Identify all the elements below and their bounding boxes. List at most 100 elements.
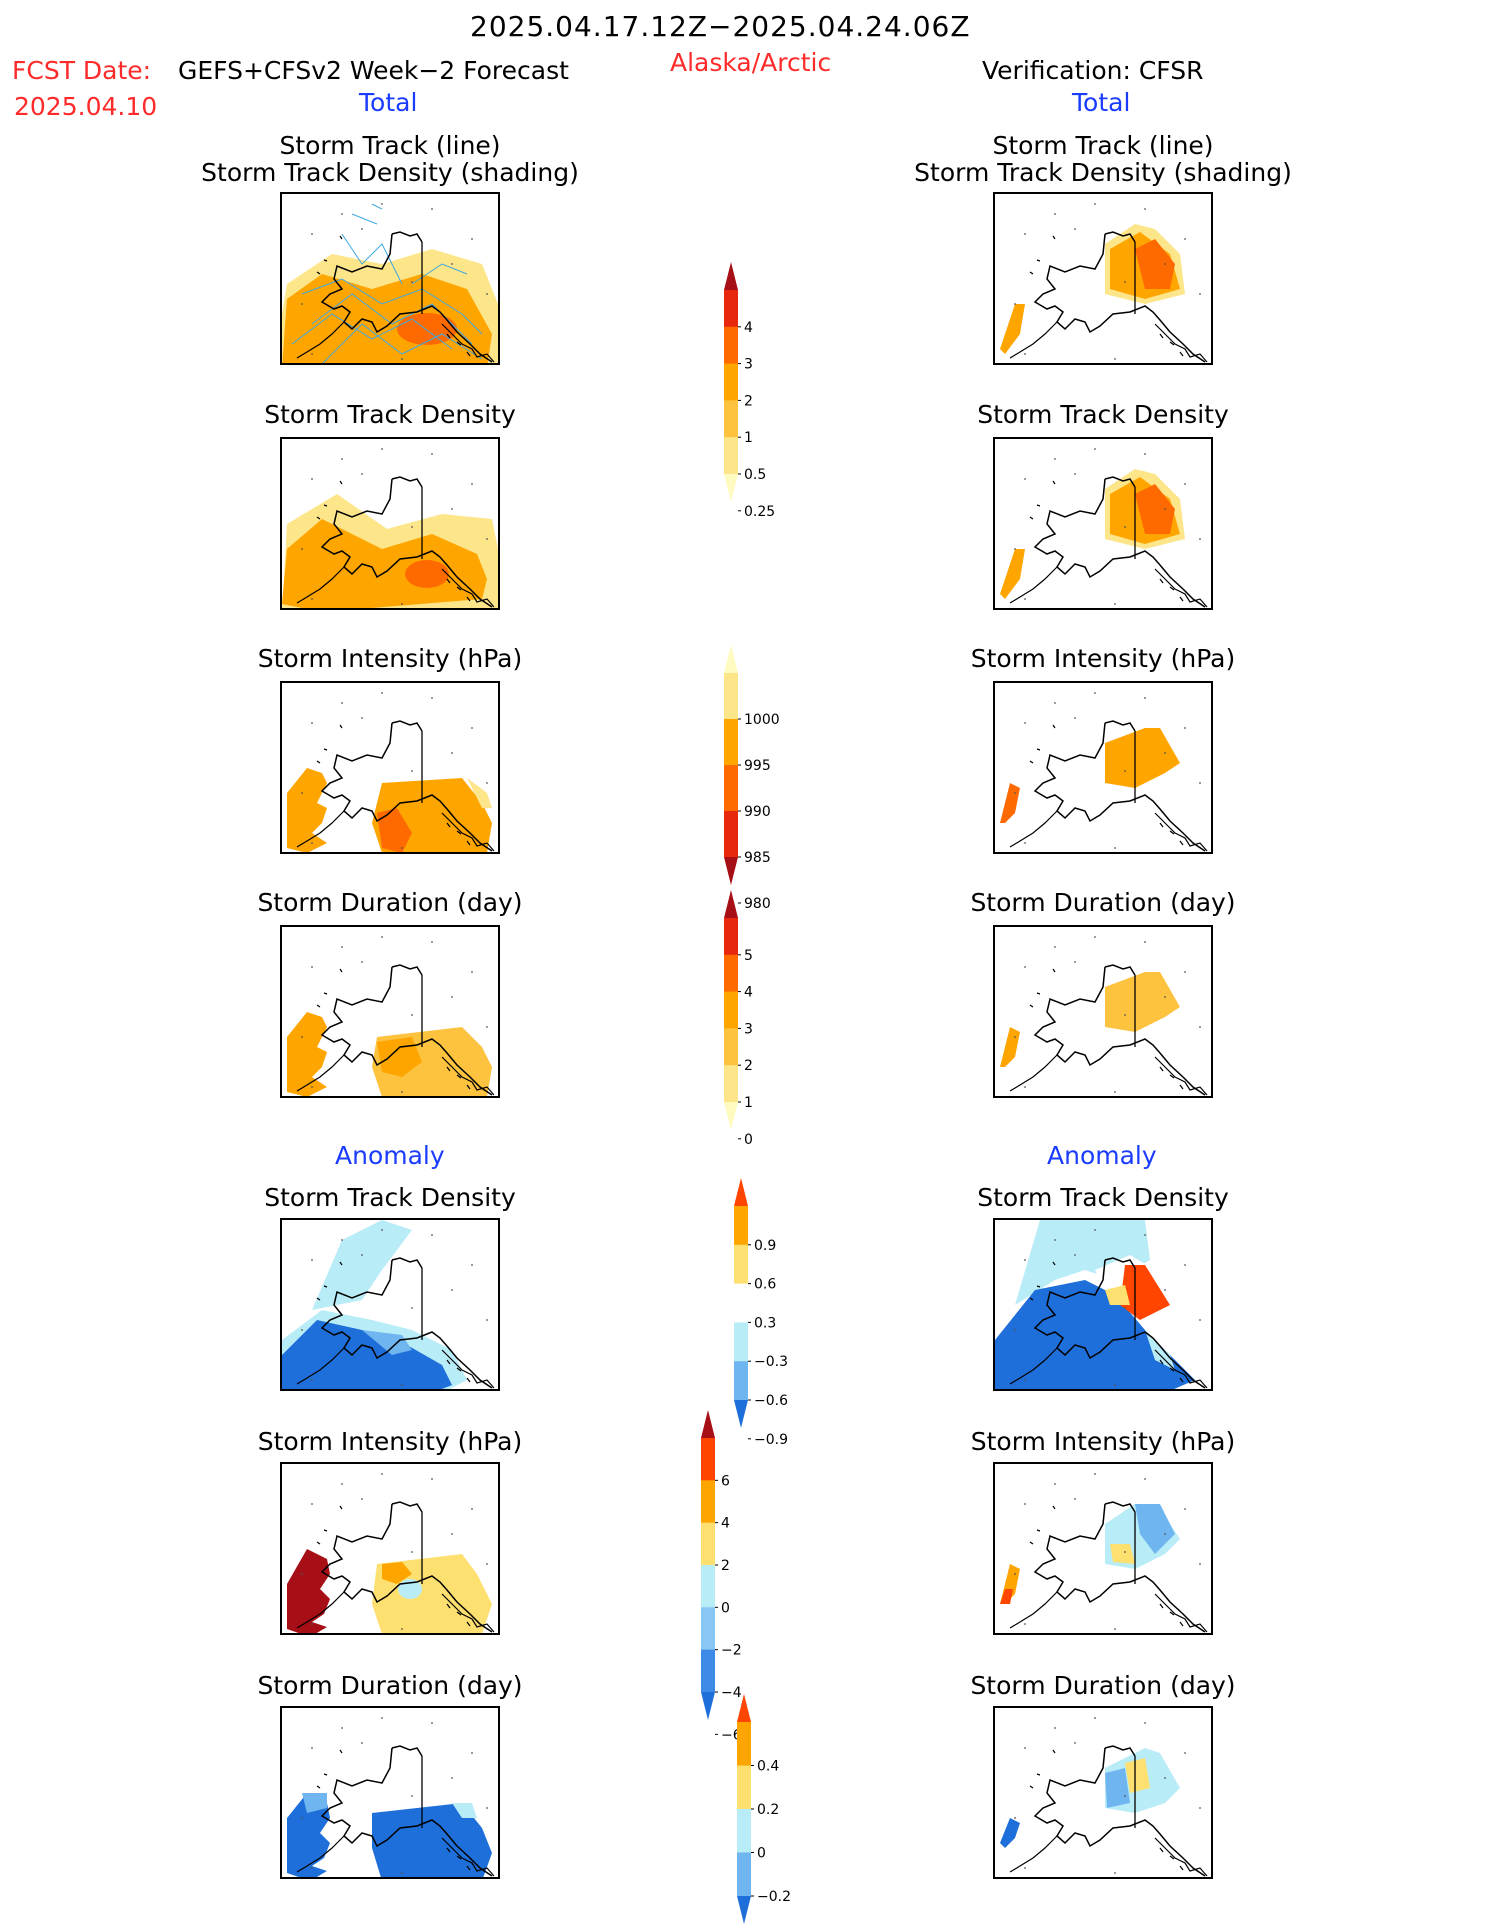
colorbar-segment bbox=[724, 1065, 738, 1103]
region-label: Alaska/Arctic bbox=[670, 48, 832, 77]
colorbar-segment bbox=[724, 719, 738, 766]
colorbar-segment bbox=[724, 363, 738, 401]
right-intensity-map bbox=[993, 681, 1213, 854]
colorbar-label: 3 bbox=[744, 1021, 753, 1037]
right-anom-density-map bbox=[993, 1218, 1213, 1391]
colorbar-label: 4 bbox=[744, 985, 753, 1001]
right-total-label: Total bbox=[1072, 88, 1131, 117]
colorbar-segment bbox=[737, 1722, 751, 1766]
fcst-date-value: 2025.04.10 bbox=[14, 92, 158, 121]
right-intensity-title: Storm Intensity (hPa) bbox=[970, 644, 1236, 673]
colorbar-top-arrow bbox=[701, 1410, 715, 1438]
colorbar-segment bbox=[737, 1765, 751, 1810]
right-duration-map bbox=[993, 925, 1213, 1098]
colorbar-label: 990 bbox=[744, 804, 771, 820]
colorbar-label: 0 bbox=[721, 1600, 730, 1616]
colorbar-top-arrow bbox=[737, 1694, 751, 1722]
colorbar-segment bbox=[734, 1244, 748, 1285]
colorbar-label: 0.3 bbox=[754, 1315, 776, 1331]
colorbar-segment bbox=[737, 1809, 751, 1853]
colorbar-segment bbox=[737, 1852, 751, 1897]
colorbar-top-arrow bbox=[724, 890, 738, 918]
colorbar-bottom-arrow bbox=[724, 474, 738, 502]
colorbar-label: 0.25 bbox=[744, 504, 775, 520]
colorbar-segment bbox=[724, 811, 738, 858]
colorbar-label: 1 bbox=[744, 430, 753, 446]
right-anom-intensity-map bbox=[993, 1462, 1213, 1635]
colorbar-segment bbox=[734, 1206, 748, 1246]
left-duration-title: Storm Duration (day) bbox=[257, 888, 523, 917]
left-duration-map bbox=[280, 925, 500, 1098]
colorbar-label: 2 bbox=[744, 1058, 753, 1074]
fcst-date-label: FCST Date: bbox=[12, 56, 152, 85]
colorbar-label: 980 bbox=[744, 896, 771, 912]
colorbar-segment bbox=[701, 1565, 715, 1608]
colorbar-segment bbox=[734, 1283, 748, 1323]
colorbar-label: −0.2 bbox=[757, 1889, 791, 1905]
colorbar-segment bbox=[724, 326, 738, 365]
colorbar-intensity-total: 1000 995 990 985 980 bbox=[720, 645, 800, 912]
colorbar-label: 4 bbox=[721, 1516, 730, 1532]
left-density-title: Storm Track Density bbox=[264, 400, 516, 429]
colorbar-label: −0.9 bbox=[754, 1432, 788, 1448]
colorbar-segment bbox=[701, 1438, 715, 1481]
colorbar-segment bbox=[701, 1522, 715, 1566]
colorbar-segment bbox=[701, 1480, 715, 1524]
colorbar-segment bbox=[724, 991, 738, 1029]
left-track-line-title: Storm Track (line) Storm Track Density (… bbox=[201, 131, 579, 187]
colorbar-label: 1 bbox=[744, 1095, 753, 1111]
colorbar-segment bbox=[701, 1649, 715, 1693]
left-density-map bbox=[280, 437, 500, 610]
right-anom-duration-map bbox=[993, 1706, 1213, 1879]
colorbar-top-arrow bbox=[724, 645, 738, 673]
colorbar-bottom-arrow bbox=[701, 1692, 715, 1720]
colorbar-label: 995 bbox=[744, 758, 771, 774]
colorbar-top-arrow bbox=[724, 262, 738, 290]
right-density-title: Storm Track Density bbox=[977, 400, 1229, 429]
colorbar-label: 2 bbox=[721, 1558, 730, 1574]
colorbar-label: −6 bbox=[721, 1727, 742, 1743]
colorbar-top-arrow bbox=[734, 1178, 748, 1206]
colorbar-segment bbox=[724, 918, 738, 956]
left-anomaly-label: Anomaly bbox=[335, 1141, 445, 1170]
colorbar-label: 985 bbox=[744, 850, 771, 866]
colorbar-label: 4 bbox=[744, 320, 753, 336]
colorbar-segment bbox=[724, 1028, 738, 1066]
colorbar-label: 0.5 bbox=[744, 467, 766, 483]
left-intensity-title: Storm Intensity (hPa) bbox=[257, 644, 523, 673]
left-anom-density-map bbox=[280, 1218, 500, 1391]
right-anom-intensity-title: Storm Intensity (hPa) bbox=[970, 1427, 1236, 1456]
colorbar-label: 0.6 bbox=[754, 1277, 776, 1293]
left-intensity-map bbox=[280, 681, 500, 854]
left-anom-duration-map bbox=[280, 1706, 500, 1879]
left-anom-intensity-map bbox=[280, 1462, 500, 1635]
colorbar-bottom-arrow bbox=[734, 1400, 748, 1428]
colorbar-label: 0.4 bbox=[757, 1759, 779, 1775]
right-anom-duration-title: Storm Duration (day) bbox=[970, 1671, 1236, 1700]
colorbar-label: 0 bbox=[757, 1846, 766, 1862]
colorbar-segment bbox=[724, 437, 738, 475]
colorbar-label: 0.9 bbox=[754, 1238, 776, 1254]
colorbar-segment bbox=[724, 673, 738, 720]
left-track-line-map bbox=[280, 192, 500, 365]
colorbar-bottom-arrow bbox=[724, 1102, 738, 1130]
left-total-label: Total bbox=[359, 88, 418, 117]
colorbar-segment bbox=[734, 1361, 748, 1401]
colorbar-segment bbox=[724, 290, 738, 328]
colorbar-bottom-arrow bbox=[724, 857, 738, 885]
colorbar-segment bbox=[724, 765, 738, 812]
forecast-name: GEFS+CFSv2 Week−2 Forecast bbox=[178, 56, 569, 85]
colorbar-label: −2 bbox=[721, 1643, 742, 1659]
colorbar-segment bbox=[724, 400, 738, 438]
colorbar-label: 1000 bbox=[744, 712, 780, 728]
colorbar-segment bbox=[734, 1322, 748, 1362]
colorbar-density-anom: 0.9 0.6 0.3 −0.3 −0.6 −0.9 bbox=[730, 1178, 810, 1462]
left-anom-intensity-title: Storm Intensity (hPa) bbox=[257, 1427, 523, 1456]
colorbar-bottom-arrow bbox=[737, 1896, 751, 1924]
left-anom-density-title: Storm Track Density bbox=[264, 1183, 516, 1212]
colorbar-label: −0.6 bbox=[754, 1393, 788, 1409]
colorbar-label: 3 bbox=[744, 357, 753, 373]
right-anomaly-label: Anomaly bbox=[1047, 1141, 1157, 1170]
left-anom-duration-title: Storm Duration (day) bbox=[257, 1671, 523, 1700]
right-anom-density-title: Storm Track Density bbox=[977, 1183, 1229, 1212]
